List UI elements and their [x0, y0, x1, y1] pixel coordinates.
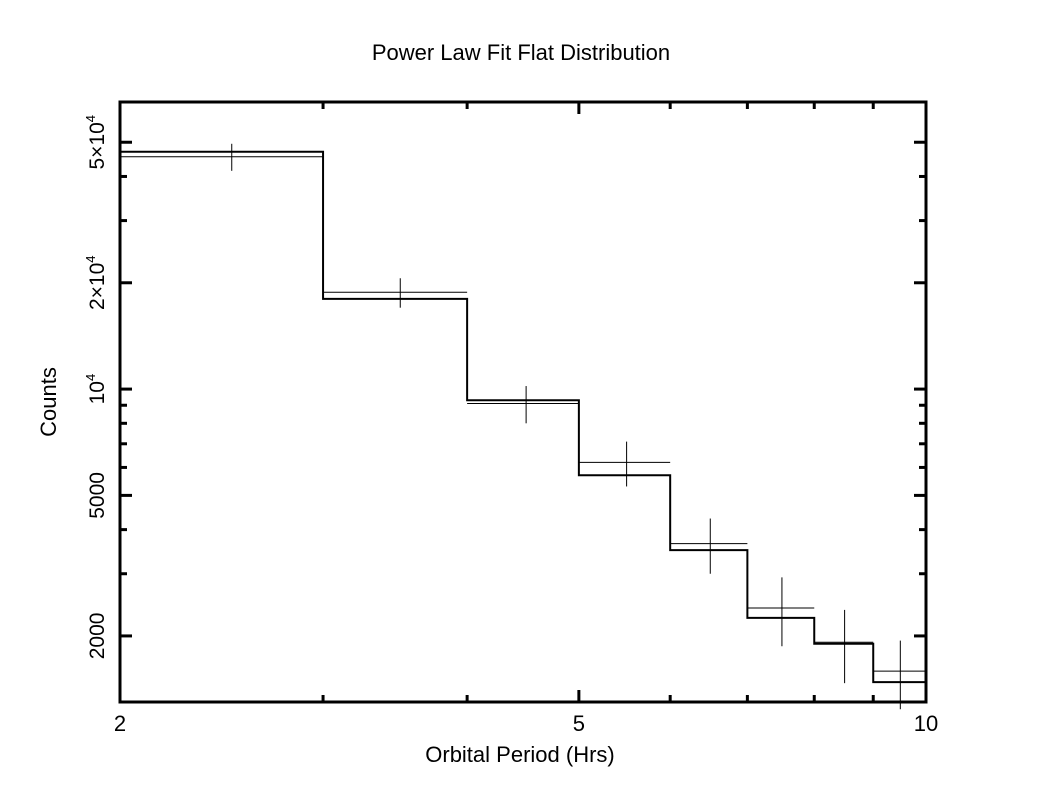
chart-title: Power Law Fit Flat Distribution — [372, 40, 670, 65]
x-axis-label: Orbital Period (Hrs) — [425, 742, 614, 767]
data-point — [578, 441, 671, 487]
data-point — [323, 278, 468, 308]
data-point — [120, 143, 324, 171]
data-point — [670, 518, 748, 574]
data-point — [873, 640, 926, 710]
x-tick-labels: 2 5 10 — [114, 711, 938, 736]
y-tick-labels: 2000 5000 104 2×104 5×104 — [83, 115, 109, 659]
x-tick-label: 5 — [573, 711, 585, 736]
tick-marks — [118, 102, 928, 702]
y-tick-label: 2×104 — [83, 256, 109, 311]
y-tick-label: 104 — [83, 374, 109, 405]
x-tick-label: 2 — [114, 711, 126, 736]
model-step-series — [120, 150, 926, 684]
data-point — [814, 609, 874, 684]
y-tick-label: 2000 — [86, 613, 109, 660]
y-tick-label: 5000 — [86, 472, 109, 519]
data-point — [747, 577, 815, 647]
plot-frame — [118, 100, 928, 704]
y-axis-label: Counts — [36, 367, 61, 437]
y-tick-label: 5×104 — [83, 115, 109, 170]
x-tick-label: 10 — [914, 711, 938, 736]
model-step-line — [120, 150, 926, 684]
data-series — [120, 143, 926, 710]
data-point — [467, 386, 579, 424]
